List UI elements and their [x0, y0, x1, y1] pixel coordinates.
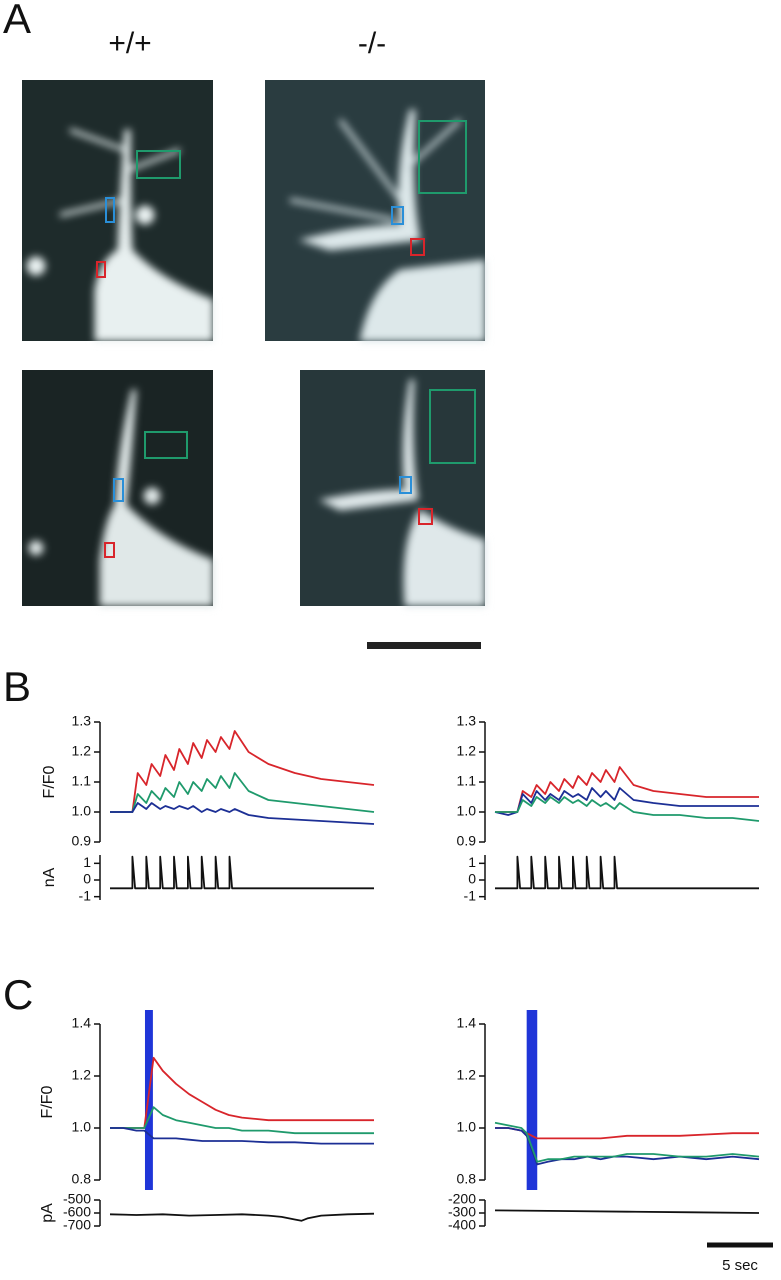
trace [494, 1121, 760, 1163]
y-tick-label: 0.9 [72, 833, 92, 849]
trace [494, 1209, 760, 1214]
panel-label: A [3, 0, 31, 42]
trace [110, 1127, 374, 1145]
stimulus [526, 1010, 538, 1190]
y-tick-label: -600 [63, 1204, 91, 1220]
micrograph [300, 370, 486, 607]
y-tick-label: 1.0 [72, 1119, 92, 1135]
y-tick-label: 1.3 [72, 713, 92, 729]
y-axis-label: nA [41, 867, 58, 887]
y-tick-label: 0 [83, 871, 91, 887]
y-tick-label: 1 [83, 854, 91, 870]
y-tick-label: 0.9 [457, 833, 477, 849]
y-tick-label: 1.1 [457, 773, 477, 789]
y-tick-label: 1.2 [457, 743, 477, 759]
trace [110, 855, 374, 890]
y-axis-label: F/F0 [39, 1085, 56, 1118]
y-tick-label: -400 [448, 1217, 476, 1233]
y-tick-label: 1.3 [457, 713, 477, 729]
y-tick-label: -1 [464, 887, 477, 903]
micrograph [265, 80, 486, 342]
trace [495, 796, 760, 822]
y-tick-label: 1.2 [457, 1067, 477, 1083]
y-tick-label: 1.4 [72, 1015, 92, 1031]
scale-bar-label: 5 sec [722, 1257, 758, 1274]
trace [495, 855, 759, 890]
panel-label: C [3, 971, 33, 1018]
y-tick-label: 1.4 [457, 1015, 477, 1031]
image-scale-bar [367, 642, 481, 649]
y-tick-label: -700 [63, 1217, 91, 1233]
y-tick-label: 0.8 [457, 1171, 477, 1187]
trace [110, 1106, 374, 1135]
y-tick-label: -1 [79, 887, 92, 903]
y-tick-label: -500 [63, 1191, 91, 1207]
trace [110, 802, 375, 825]
trace [110, 730, 375, 813]
trace [110, 772, 375, 813]
y-tick-label: 1.0 [72, 803, 92, 819]
y-tick-label: 1.2 [72, 1067, 92, 1083]
y-tick-label: 1.1 [72, 773, 92, 789]
trace [109, 1212, 375, 1222]
panel-label: B [3, 663, 31, 710]
micrograph [22, 370, 214, 607]
y-tick-label: 0 [468, 871, 476, 887]
y-tick-label: 0.8 [72, 1171, 92, 1187]
y-tick-label: -200 [448, 1191, 476, 1207]
y-tick-label: 1.0 [457, 1119, 477, 1135]
y-axis-label: F/F0 [41, 765, 58, 798]
genotype-label: +/+ [108, 27, 151, 60]
y-tick-label: 1.2 [72, 743, 92, 759]
genotype-label: -/- [358, 27, 386, 60]
y-tick-label: 1 [468, 854, 476, 870]
stimulus [144, 1010, 153, 1190]
trace [495, 766, 759, 813]
y-tick-label: 1.0 [457, 803, 477, 819]
y-tick-label: -300 [448, 1204, 476, 1220]
y-axis-label: pA [39, 1203, 56, 1223]
trace [494, 787, 759, 816]
micrograph [22, 80, 214, 342]
